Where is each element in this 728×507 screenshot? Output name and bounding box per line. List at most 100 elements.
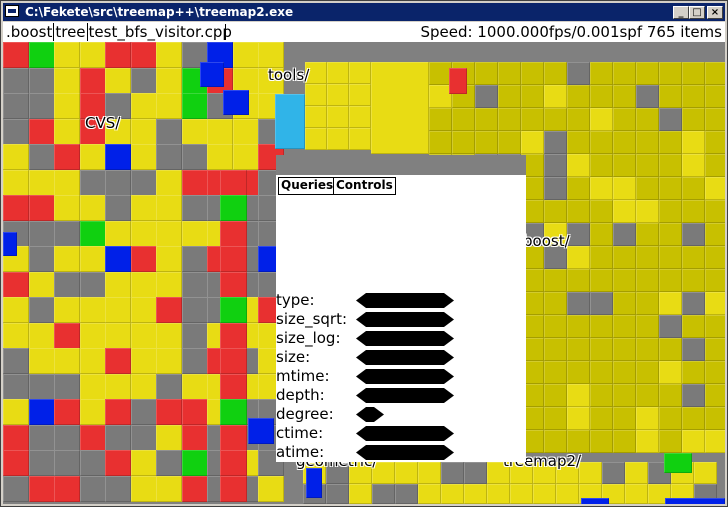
treemap-cell[interactable] <box>602 462 625 484</box>
treemap-cell[interactable] <box>80 399 106 425</box>
treemap-cell[interactable] <box>131 297 157 323</box>
treemap-cell[interactable] <box>3 195 29 221</box>
treemap-cell[interactable] <box>131 195 157 221</box>
treemap-cell[interactable] <box>682 62 705 85</box>
treemap-cell[interactable] <box>131 374 157 400</box>
treemap-cell[interactable] <box>105 425 131 451</box>
treemap-cell[interactable] <box>544 131 567 154</box>
treemap-cell[interactable] <box>182 297 208 323</box>
treemap-cell[interactable] <box>567 131 590 154</box>
treemap-cell[interactable] <box>567 269 590 292</box>
treemap-cell[interactable] <box>156 374 182 400</box>
treemap-cell[interactable] <box>521 85 544 108</box>
treemap-cell[interactable] <box>29 170 55 196</box>
treemap-cell[interactable] <box>613 108 636 131</box>
treemap-cell[interactable] <box>544 315 567 338</box>
treemap-cell[interactable] <box>625 484 648 504</box>
treemap-cell[interactable] <box>521 407 544 430</box>
treemap-cell[interactable] <box>544 177 567 200</box>
treemap-cell[interactable] <box>567 430 590 453</box>
treemap-cell[interactable] <box>207 119 233 145</box>
treemap-cell[interactable] <box>567 246 590 269</box>
treemap-cell[interactable] <box>705 177 725 200</box>
treemap-cell[interactable] <box>131 246 157 272</box>
treemap-cell[interactable] <box>659 154 682 177</box>
treemap-cell[interactable] <box>54 221 80 247</box>
treemap-cell[interactable] <box>233 144 259 170</box>
treemap-cell[interactable] <box>705 315 725 338</box>
treemap-cell[interactable] <box>464 462 487 484</box>
treemap-cell[interactable] <box>105 144 131 170</box>
treemap-cell[interactable] <box>498 108 521 131</box>
treemap-cell[interactable] <box>613 430 636 453</box>
treemap-cell[interactable] <box>349 84 371 106</box>
treemap-cell[interactable] <box>105 119 131 145</box>
treemap-cell[interactable] <box>521 246 544 269</box>
treemap-cell[interactable] <box>705 246 725 269</box>
treemap-cell[interactable] <box>29 374 55 400</box>
treemap-cell[interactable] <box>705 269 725 292</box>
treemap-cell[interactable] <box>659 407 682 430</box>
treemap-cell[interactable] <box>182 348 208 374</box>
treemap-cell[interactable] <box>636 430 659 453</box>
treemap-cell[interactable] <box>636 177 659 200</box>
treemap-cell[interactable] <box>590 154 613 177</box>
treemap-cell[interactable] <box>54 119 80 145</box>
treemap-cell[interactable] <box>705 223 725 246</box>
treemap-cell[interactable] <box>371 62 429 154</box>
treemap-cell[interactable] <box>349 484 372 504</box>
treemap-cell[interactable] <box>29 144 55 170</box>
treemap-cell[interactable] <box>80 93 106 119</box>
treemap-cell[interactable] <box>544 200 567 223</box>
treemap-cell[interactable] <box>223 90 249 115</box>
treemap-cell[interactable] <box>521 62 544 85</box>
treemap-cell[interactable] <box>659 269 682 292</box>
treemap-cell[interactable] <box>429 85 452 108</box>
treemap-cell[interactable] <box>105 195 131 221</box>
treemap-cell[interactable] <box>105 297 131 323</box>
treemap-cell[interactable] <box>636 131 659 154</box>
treemap-cell[interactable] <box>105 399 131 425</box>
treemap-cell[interactable] <box>29 195 55 221</box>
treemap-cell[interactable] <box>349 62 371 84</box>
treemap-cell[interactable] <box>567 85 590 108</box>
treemap-cell[interactable] <box>521 361 544 384</box>
treemap-cell[interactable] <box>521 200 544 223</box>
app-icon[interactable] <box>5 5 19 17</box>
treemap-cell[interactable] <box>544 407 567 430</box>
treemap-cell[interactable] <box>510 484 533 504</box>
treemap-cell[interactable] <box>220 297 247 323</box>
treemap-cell[interactable] <box>590 200 613 223</box>
treemap-cell[interactable] <box>659 315 682 338</box>
treemap-cell[interactable] <box>590 430 613 453</box>
treemap-cell[interactable] <box>544 338 567 361</box>
treemap-cell[interactable] <box>54 374 80 400</box>
treemap-cell[interactable] <box>3 399 29 425</box>
treemap-cell[interactable] <box>613 361 636 384</box>
treemap-cell[interactable] <box>156 323 182 349</box>
treemap-cell[interactable] <box>80 425 106 451</box>
treemap-cell[interactable] <box>220 246 247 272</box>
treemap-cell[interactable] <box>220 195 247 221</box>
treemap-cell[interactable] <box>29 297 55 323</box>
treemap-cell[interactable] <box>636 269 659 292</box>
treemap-cell[interactable] <box>705 200 725 223</box>
treemap-cell[interactable] <box>705 430 725 453</box>
treemap-cell[interactable] <box>156 68 182 94</box>
treemap-cell[interactable] <box>80 68 106 94</box>
treemap-cell[interactable] <box>613 292 636 315</box>
treemap-cell[interactable] <box>327 106 349 128</box>
treemap-cell[interactable] <box>659 131 682 154</box>
treemap-cell[interactable] <box>220 272 247 298</box>
treemap-cell[interactable] <box>521 430 544 453</box>
treemap-cell[interactable] <box>54 297 80 323</box>
treemap-cell[interactable] <box>590 407 613 430</box>
treemap-cell[interactable] <box>590 177 613 200</box>
treemap-cell[interactable] <box>567 177 590 200</box>
treemap-cell[interactable] <box>131 93 157 119</box>
treemap-cell[interactable] <box>80 476 106 502</box>
treemap-cell[interactable] <box>705 292 725 315</box>
treemap-cell[interactable] <box>131 450 157 476</box>
treemap-cell[interactable] <box>613 62 636 85</box>
treemap-cell[interactable] <box>682 315 705 338</box>
